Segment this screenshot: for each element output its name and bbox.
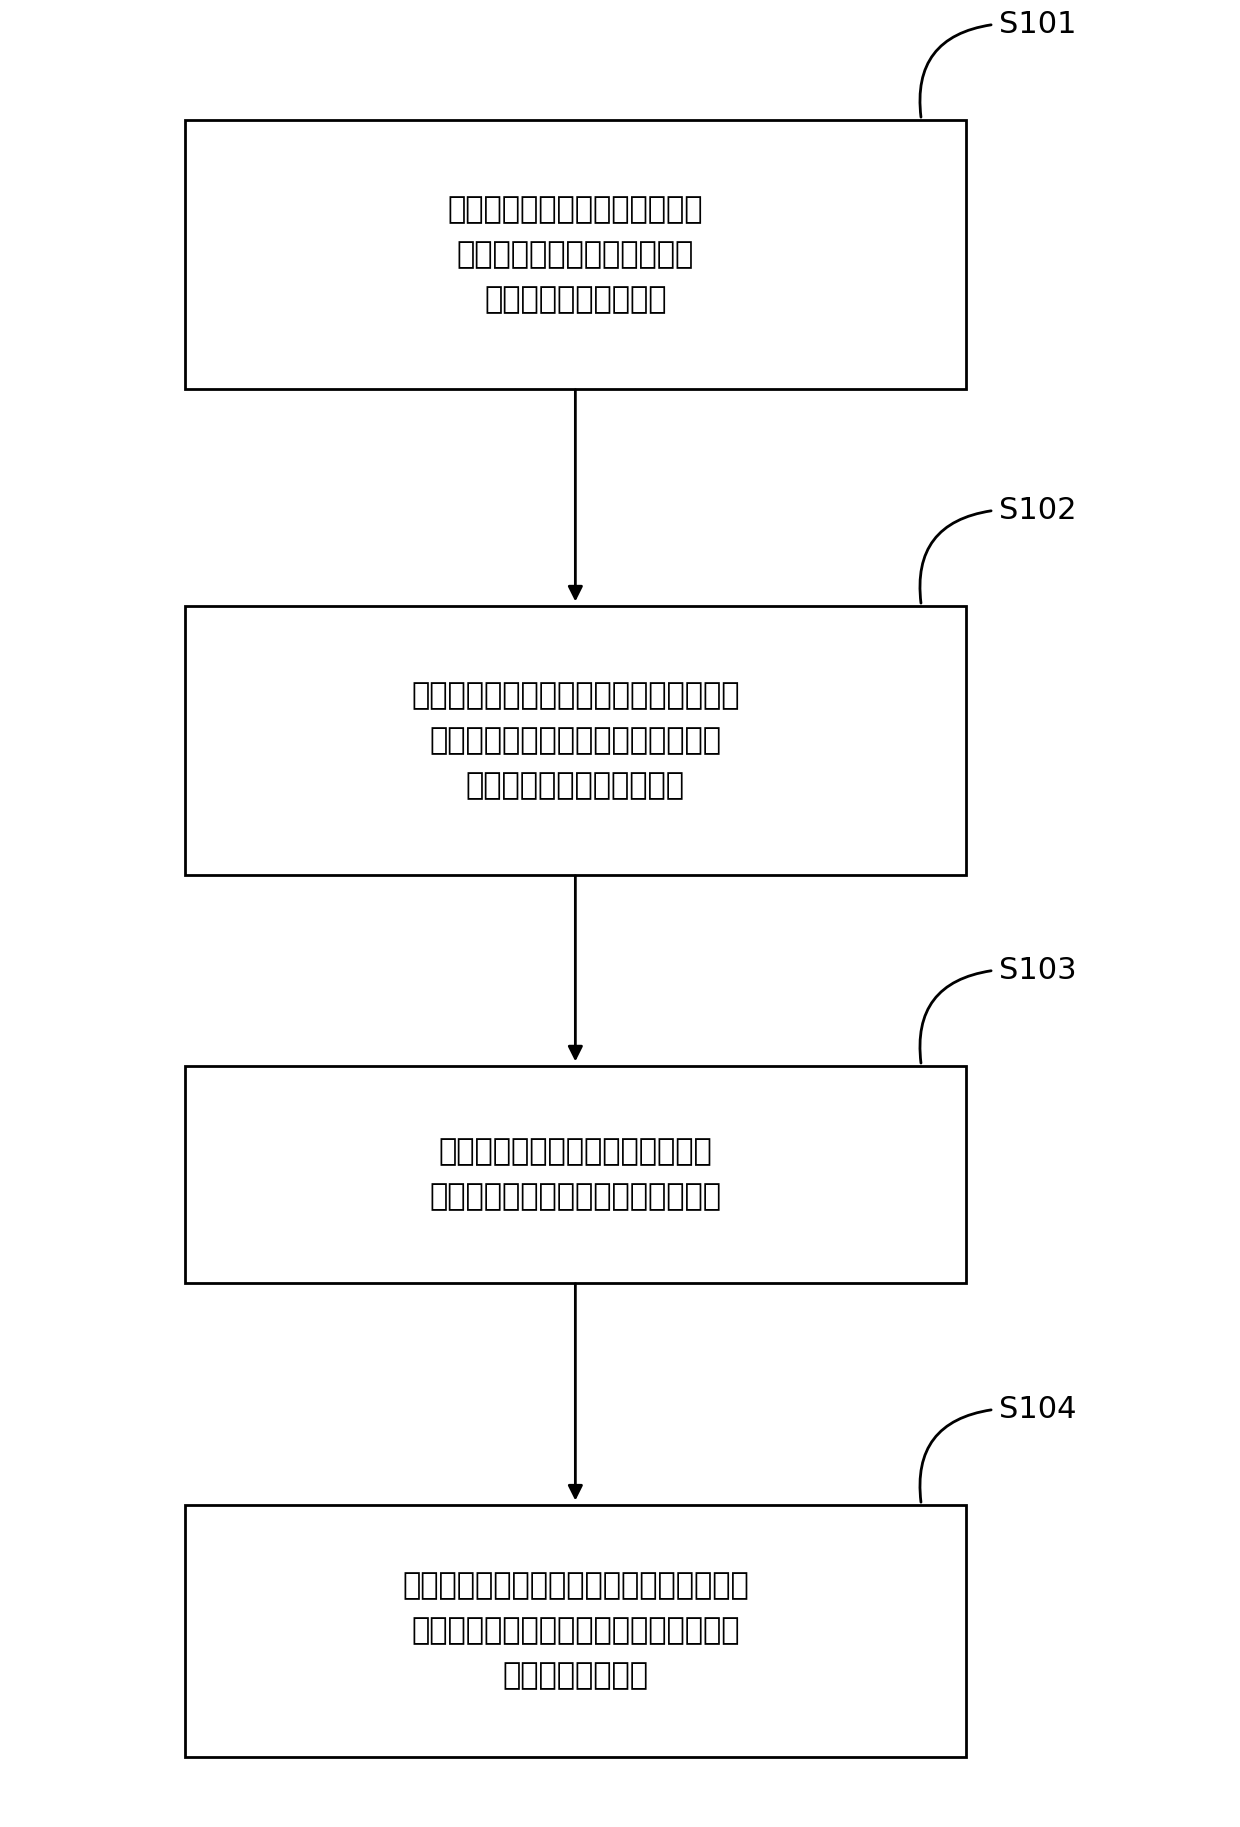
Text: 对得到的残差信号进行时域和频域
分析，提取电机轴承的故障特征指标: 对得到的残差信号进行时域和频域 分析，提取电机轴承的故障特征指标 — [429, 1136, 722, 1211]
Text: S101: S101 — [999, 9, 1076, 38]
Text: 对训练样本数据集进行谐波信号提取，从
原始的电机电流历史信号中消除基频
和谐波信号，获得残差信号: 对训练样本数据集进行谐波信号提取，从 原始的电机电流历史信号中消除基频 和谐波信… — [412, 681, 739, 800]
Text: S104: S104 — [999, 1396, 1076, 1423]
Text: S102: S102 — [999, 495, 1076, 524]
Text: S103: S103 — [999, 956, 1078, 985]
FancyBboxPatch shape — [185, 1065, 966, 1283]
FancyBboxPatch shape — [185, 121, 966, 389]
FancyBboxPatch shape — [185, 1505, 966, 1756]
Text: 获得电机轴承不同故障状态下的
多组电机电流历史信号，作为
模型的训练样本数据集: 获得电机轴承不同故障状态下的 多组电机电流历史信号，作为 模型的训练样本数据集 — [448, 195, 703, 314]
Text: 基于提取的训练样本数据集的故障特征指标
并结合轴承故障类型进行训练，得到电机
轴承故障诊断模型: 基于提取的训练样本数据集的故障特征指标 并结合轴承故障类型进行训练，得到电机 轴… — [402, 1571, 749, 1690]
FancyBboxPatch shape — [185, 607, 966, 875]
